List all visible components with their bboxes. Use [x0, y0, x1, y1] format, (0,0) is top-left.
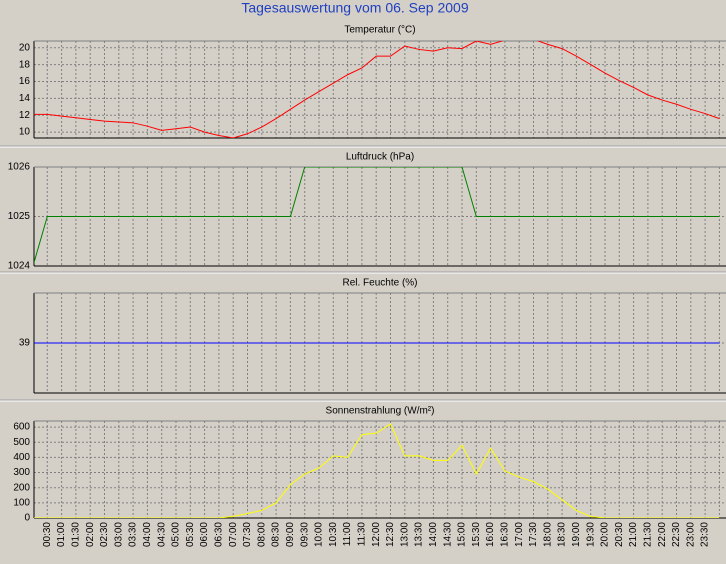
x-tick-label: 04:00: [142, 522, 153, 547]
x-tick-label: 04:30: [156, 522, 167, 547]
y-tick-label: 39: [19, 338, 31, 349]
x-tick-label: 09:00: [285, 522, 296, 547]
x-tick-label: 19:00: [571, 522, 582, 547]
x-tick-label: 15:30: [471, 522, 482, 547]
x-tick-label: 01:00: [56, 522, 67, 547]
page-title: Tagesauswertung vom 06. Sep 2009: [241, 0, 468, 16]
y-tick-label: 0: [24, 513, 30, 524]
y-tick-label: 600: [13, 422, 30, 433]
panel-title: Sonnenstrahlung (W/m²): [326, 406, 435, 417]
x-tick-label: 09:30: [299, 522, 310, 547]
data-line: [34, 423, 720, 518]
x-tick-label: 20:30: [614, 522, 625, 547]
x-tick-label: 16:00: [485, 522, 496, 547]
x-tick-label: 15:00: [457, 522, 468, 547]
x-tick-label: 22:00: [657, 522, 668, 547]
x-tick-label: 16:30: [500, 522, 511, 547]
y-tick-label: 12: [19, 110, 31, 121]
x-tick-label: 10:00: [314, 522, 325, 547]
y-tick-label: 1025: [8, 211, 31, 222]
x-tick-label: 00:30: [42, 522, 53, 547]
x-tick-label: 03:00: [113, 522, 124, 547]
y-tick-label: 16: [19, 76, 31, 87]
x-tick-label: 07:00: [228, 522, 239, 547]
x-tick-label: 08:00: [256, 522, 267, 547]
y-tick-label: 10: [19, 127, 31, 138]
y-tick-label: 500: [13, 437, 30, 448]
x-tick-label: 13:30: [414, 522, 425, 547]
x-tick-label: 10:30: [328, 522, 339, 547]
data-line: [34, 167, 720, 265]
x-tick-label: 18:00: [542, 522, 553, 547]
y-tick-label: 400: [13, 452, 30, 463]
x-tick-label: 21:00: [628, 522, 639, 547]
x-tick-label: 19:30: [585, 522, 596, 547]
x-tick-label: 06:00: [199, 522, 210, 547]
y-tick-label: 100: [13, 497, 30, 508]
x-tick-label: 08:30: [271, 522, 282, 547]
x-tick-label: 14:30: [442, 522, 453, 547]
x-tick-label: 11:00: [342, 522, 353, 547]
x-tick-label: 07:30: [242, 522, 253, 547]
x-tick-label: 22:30: [671, 522, 682, 547]
panel-title: Rel. Feuchte (%): [342, 278, 417, 289]
x-tick-label: 17:30: [528, 522, 539, 547]
x-tick-label: 14:00: [428, 522, 439, 547]
y-tick-label: 1024: [8, 261, 31, 272]
data-line: [34, 41, 720, 138]
x-tick-label: 17:00: [514, 522, 525, 547]
x-tick-label: 23:00: [685, 522, 696, 547]
x-tick-label: 02:30: [99, 522, 110, 547]
x-tick-label: 23:30: [700, 522, 711, 547]
x-tick-label: 13:00: [399, 522, 410, 547]
y-tick-label: 300: [13, 467, 30, 478]
panel-title: Temperatur (°C): [344, 25, 415, 36]
panel-title: Luftdruck (hPa): [346, 152, 414, 163]
x-tick-label: 01:30: [71, 522, 82, 547]
x-tick-label: 11:30: [357, 522, 368, 547]
x-tick-label: 18:30: [557, 522, 568, 547]
x-tick-label: 12:00: [371, 522, 382, 547]
y-tick-label: 18: [19, 59, 31, 70]
y-tick-label: 20: [19, 42, 31, 53]
x-tick-label: 21:30: [643, 522, 654, 547]
x-tick-label: 05:00: [171, 522, 182, 547]
x-tick-label: 03:30: [128, 522, 139, 547]
x-tick-label: 06:30: [214, 522, 225, 547]
x-tick-label: 02:00: [85, 522, 96, 547]
x-tick-label: 05:30: [185, 522, 196, 547]
x-tick-label: 12:30: [385, 522, 396, 547]
y-tick-label: 200: [13, 482, 30, 493]
x-tick-label: 20:00: [600, 522, 611, 547]
y-tick-label: 14: [19, 93, 31, 104]
y-tick-label: 1026: [8, 162, 31, 173]
